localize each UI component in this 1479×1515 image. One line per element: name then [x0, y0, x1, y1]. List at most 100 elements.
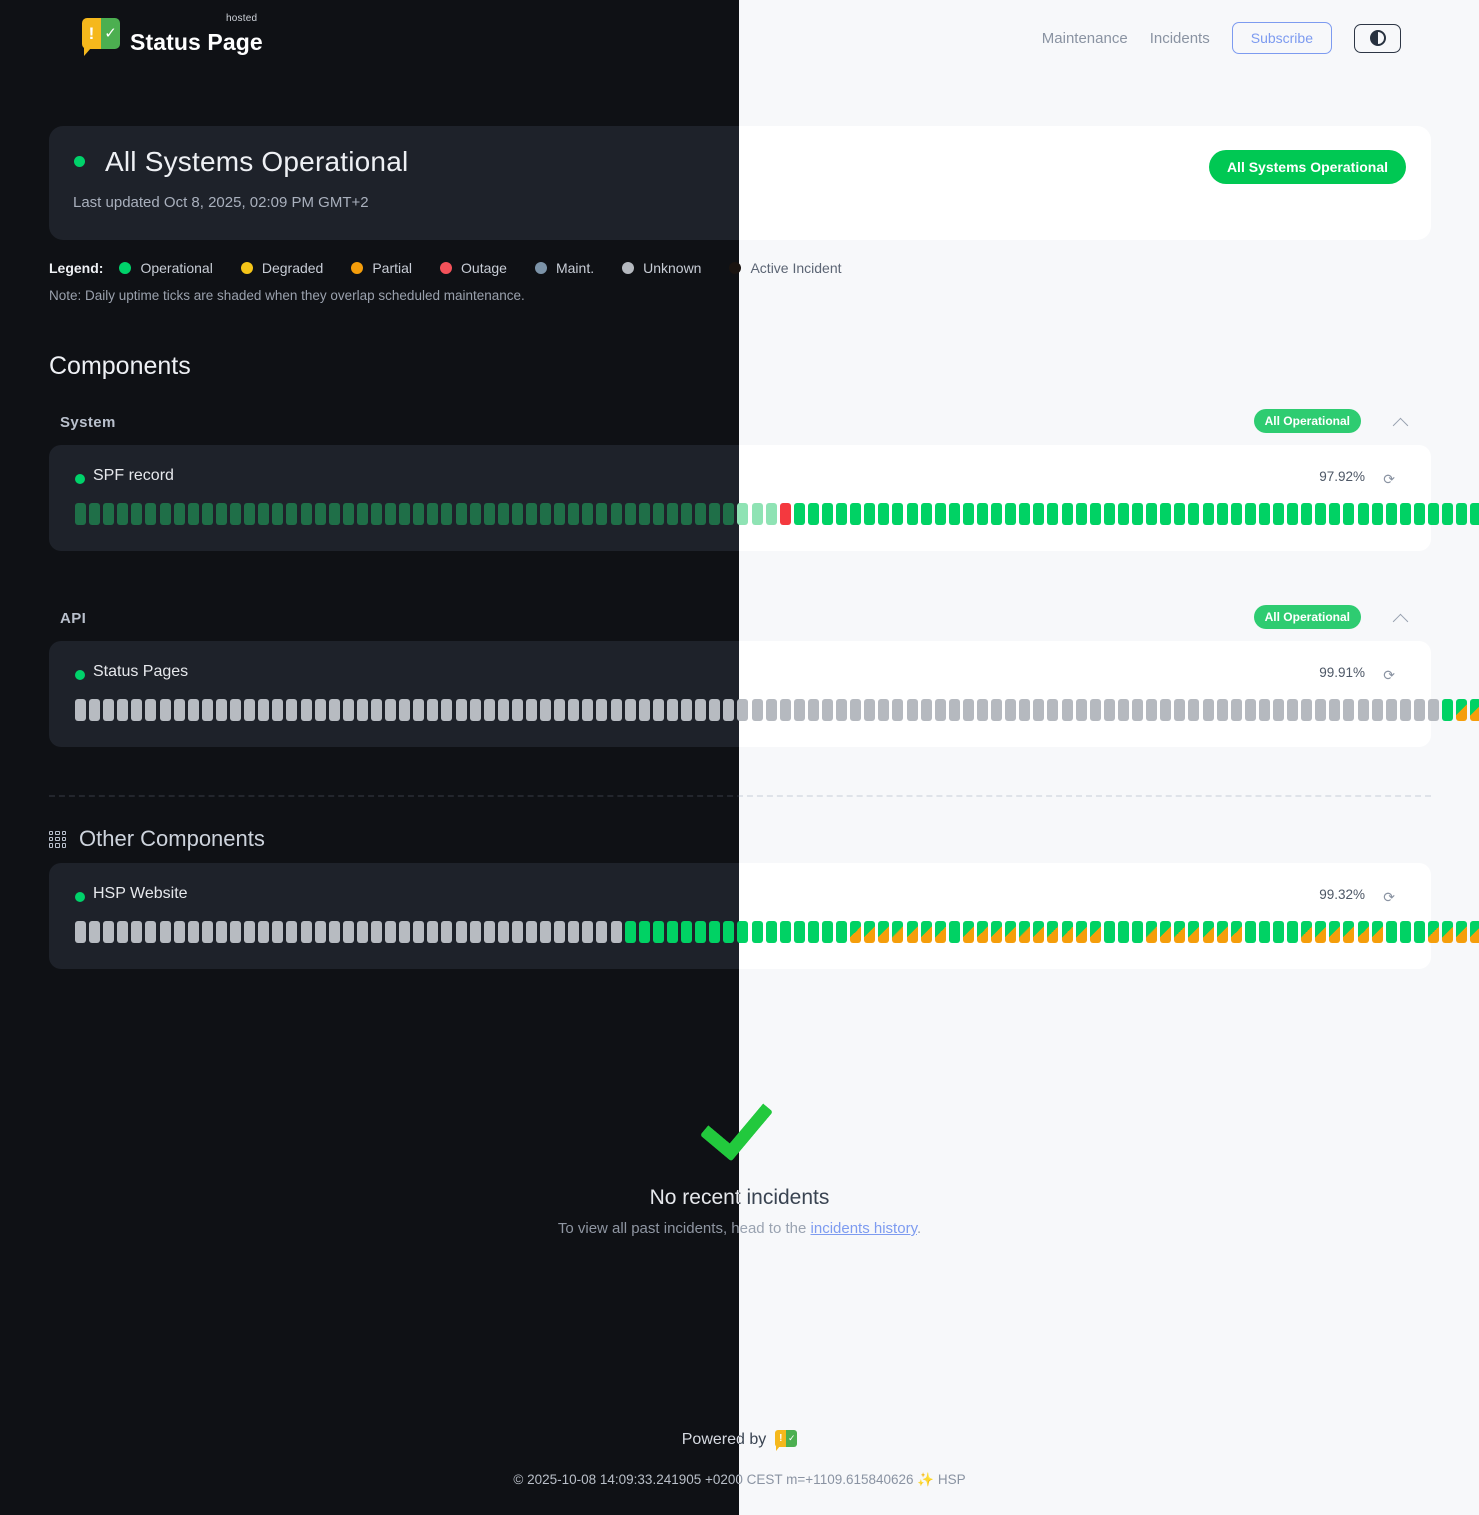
uptime-tick[interactable]: [1258, 921, 1270, 943]
uptime-tick[interactable]: [201, 921, 213, 943]
uptime-tick[interactable]: [1202, 503, 1214, 525]
uptime-tick[interactable]: [878, 921, 890, 943]
uptime-tick[interactable]: [399, 921, 411, 943]
uptime-tick[interactable]: [920, 921, 932, 943]
uptime-tick[interactable]: [441, 699, 453, 721]
uptime-tick[interactable]: [554, 699, 566, 721]
uptime-tick[interactable]: [1216, 921, 1228, 943]
uptime-tick[interactable]: [892, 699, 904, 721]
uptime-tick[interactable]: [1357, 921, 1369, 943]
uptime-tick[interactable]: [1371, 699, 1383, 721]
uptime-tick[interactable]: [230, 921, 242, 943]
uptime-tick[interactable]: [1132, 699, 1144, 721]
uptime-tick[interactable]: [1174, 921, 1186, 943]
uptime-tick[interactable]: [751, 921, 763, 943]
uptime-tick[interactable]: [638, 503, 650, 525]
uptime-tick[interactable]: [1089, 921, 1101, 943]
uptime-tick[interactable]: [610, 699, 622, 721]
uptime-tick[interactable]: [1428, 921, 1439, 943]
uptime-tick[interactable]: [991, 699, 1003, 721]
uptime-tick[interactable]: [554, 921, 566, 943]
uptime-tick[interactable]: [793, 921, 805, 943]
uptime-tick[interactable]: [934, 503, 946, 525]
uptime-tick[interactable]: [1287, 699, 1299, 721]
uptime-tick[interactable]: [117, 503, 129, 525]
uptime-tick[interactable]: [469, 503, 481, 525]
uptime-tick[interactable]: [1315, 921, 1327, 943]
uptime-tick[interactable]: [328, 699, 340, 721]
uptime-tick[interactable]: [878, 699, 890, 721]
uptime-tick[interactable]: [1244, 921, 1256, 943]
uptime-tick[interactable]: [215, 503, 227, 525]
uptime-tick[interactable]: [370, 921, 382, 943]
uptime-tick[interactable]: [413, 699, 425, 721]
uptime-tick[interactable]: [779, 699, 791, 721]
uptime-tick[interactable]: [836, 503, 848, 525]
uptime-tick[interactable]: [850, 699, 862, 721]
uptime-tick[interactable]: [1399, 921, 1411, 943]
uptime-tick[interactable]: [1470, 921, 1479, 943]
uptime-tick[interactable]: [1132, 921, 1144, 943]
uptime-tick[interactable]: [103, 699, 115, 721]
uptime-tick[interactable]: [455, 699, 467, 721]
uptime-tick[interactable]: [977, 699, 988, 721]
uptime-tick[interactable]: [1103, 699, 1115, 721]
uptime-tick[interactable]: [1230, 503, 1242, 525]
uptime-tick[interactable]: [739, 503, 749, 525]
uptime-tick[interactable]: [526, 699, 537, 721]
uptime-tick[interactable]: [1413, 503, 1425, 525]
uptime-tick[interactable]: [1019, 921, 1031, 943]
uptime-tick[interactable]: [483, 921, 495, 943]
uptime-tick[interactable]: [286, 699, 298, 721]
uptime-tick[interactable]: [483, 503, 495, 525]
uptime-tick[interactable]: [1272, 921, 1284, 943]
uptime-tick[interactable]: [821, 921, 833, 943]
uptime-tick[interactable]: [652, 503, 664, 525]
uptime-tick[interactable]: [75, 503, 86, 525]
uptime-tick[interactable]: [469, 699, 481, 721]
uptime-tick[interactable]: [821, 503, 833, 525]
uptime-tick[interactable]: [765, 503, 777, 525]
uptime-tick[interactable]: [807, 503, 819, 525]
uptime-tick[interactable]: [75, 921, 86, 943]
group-status-badge[interactable]: All Operational: [1253, 605, 1361, 629]
uptime-tick[interactable]: [737, 921, 740, 943]
uptime-tick[interactable]: [117, 921, 129, 943]
uptime-tick[interactable]: [385, 921, 397, 943]
uptime-tick[interactable]: [1188, 503, 1200, 525]
uptime-tick[interactable]: [159, 699, 171, 721]
uptime-tick[interactable]: [793, 503, 805, 525]
uptime-tick[interactable]: [1202, 921, 1214, 943]
uptime-tick[interactable]: [779, 503, 791, 525]
uptime-tick[interactable]: [1413, 921, 1425, 943]
uptime-tick[interactable]: [1216, 503, 1228, 525]
uptime-tick[interactable]: [173, 503, 185, 525]
uptime-tick[interactable]: [75, 699, 86, 721]
uptime-tick[interactable]: [1033, 699, 1045, 721]
uptime-tick[interactable]: [962, 921, 974, 943]
uptime-tick[interactable]: [977, 921, 988, 943]
brand-logo[interactable]: ! ✓ hosted Status Page: [82, 13, 263, 56]
uptime-tick[interactable]: [624, 699, 636, 721]
uptime-tick[interactable]: [948, 921, 960, 943]
uptime-tick[interactable]: [1371, 921, 1383, 943]
uptime-tick[interactable]: [1089, 699, 1101, 721]
uptime-tick[interactable]: [1442, 921, 1454, 943]
uptime-tick[interactable]: [666, 921, 678, 943]
uptime-tick[interactable]: [977, 503, 988, 525]
uptime-tick[interactable]: [1047, 503, 1059, 525]
uptime-tick[interactable]: [356, 921, 368, 943]
uptime-tick[interactable]: [89, 921, 101, 943]
uptime-tick[interactable]: [1230, 699, 1242, 721]
uptime-tick[interactable]: [370, 503, 382, 525]
uptime-tick[interactable]: [807, 921, 819, 943]
uptime-tick[interactable]: [1047, 921, 1059, 943]
uptime-tick[interactable]: [540, 921, 552, 943]
uptime-tick[interactable]: [681, 921, 693, 943]
uptime-tick[interactable]: [187, 921, 199, 943]
uptime-tick-bar[interactable]: [739, 699, 1479, 721]
uptime-tick[interactable]: [427, 503, 439, 525]
uptime-tick[interactable]: [1047, 699, 1059, 721]
uptime-tick-bar[interactable]: [75, 699, 740, 721]
uptime-tick[interactable]: [1301, 921, 1313, 943]
